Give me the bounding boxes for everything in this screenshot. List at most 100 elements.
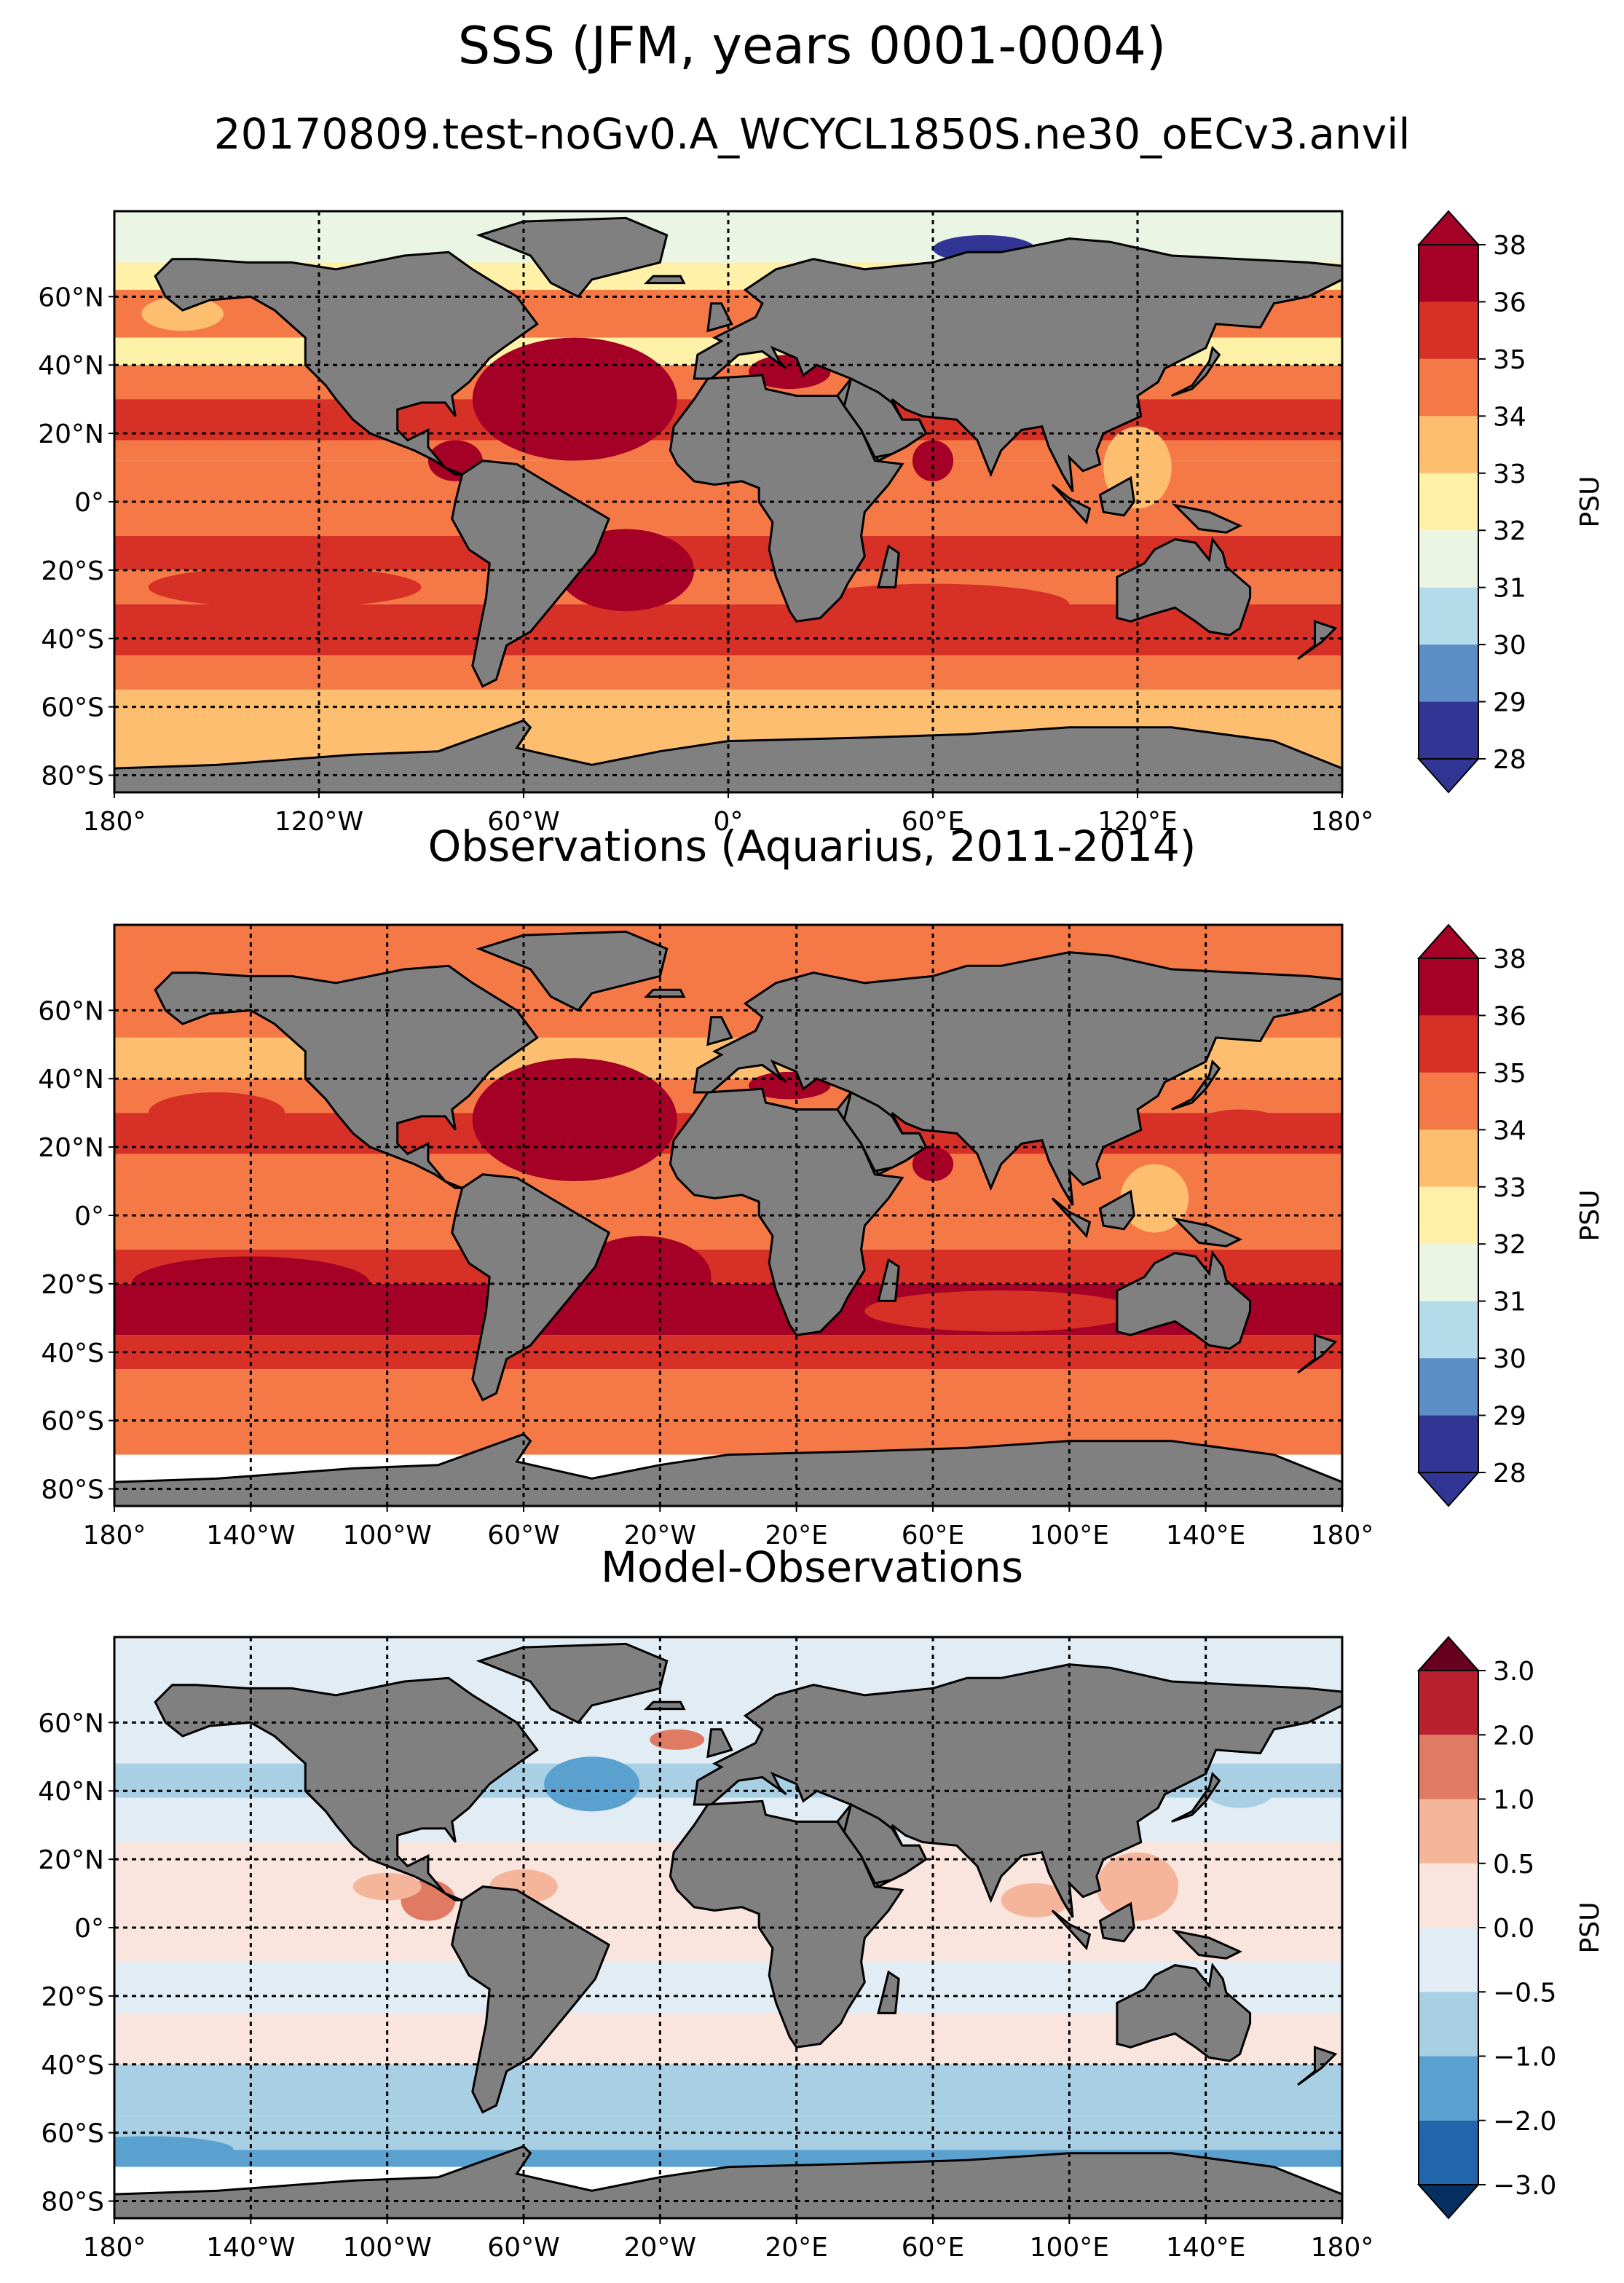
land-mass	[1098, 1189, 1135, 1231]
colorbar-segment	[1419, 958, 1478, 1016]
colorbar-segment	[1419, 1928, 1478, 1992]
lat-tick-label: 40°S	[41, 625, 104, 655]
salinity-region	[762, 2064, 1172, 2099]
lon-tick-label: 180°	[1311, 807, 1374, 837]
land-mass	[1171, 345, 1221, 397]
colorbar-segment	[1419, 301, 1478, 359]
land-mass	[1171, 503, 1243, 534]
colorbar-extend-high	[1416, 1636, 1481, 1671]
lon-tick-label: 100°E	[1030, 2233, 1109, 2263]
lon-tick-label: 180°	[83, 807, 146, 837]
salinity-region	[1001, 1882, 1070, 1917]
land-mass	[706, 1728, 733, 1759]
lon-tick-label: 0°	[714, 807, 744, 837]
lat-tick-label: 60°N	[38, 996, 104, 1026]
lon-tick-label: 180°	[83, 2233, 146, 2263]
colorbar-tick-label: 1.0	[1493, 1786, 1534, 1815]
colorbar-tick-label: 2.0	[1493, 1721, 1534, 1751]
lat-tick-label: 60°S	[41, 693, 104, 723]
lon-tick-label: 20°W	[624, 2233, 696, 2263]
colorbar-tick-label: 29	[1493, 688, 1526, 718]
colorbar-tick-label: 30	[1493, 631, 1526, 661]
colorbar-axis-label: PSU	[1575, 476, 1605, 528]
lat-tick-label: 40°S	[41, 2051, 104, 2081]
lon-tick-label: 120°W	[275, 807, 363, 837]
lat-tick-label: 80°S	[41, 762, 104, 792]
lon-tick-label: 140°W	[206, 1521, 295, 1550]
land-mass	[1116, 1962, 1252, 2062]
land-mass	[476, 930, 669, 1012]
lat-tick-label: 0°	[74, 488, 104, 518]
colorbar-tick-label: 35	[1493, 345, 1526, 375]
colorbar-segment	[1419, 1415, 1478, 1472]
lat-tick-label: 40°N	[38, 1065, 104, 1095]
colorbar-tick-label: 0.0	[1493, 1914, 1534, 1944]
land-mass	[843, 1802, 928, 1885]
colorbar-segment	[1419, 1358, 1478, 1416]
colorbar-segment	[1419, 1735, 1478, 1799]
colorbar-tick-label: 3.0	[1493, 1657, 1534, 1687]
land-mass	[643, 988, 686, 998]
colorbar-tick-label: 30	[1493, 1344, 1526, 1374]
lat-tick-label: 60°S	[41, 1407, 104, 1437]
salinity-region	[114, 2136, 234, 2164]
lon-tick-label: 180°	[1311, 1521, 1374, 1550]
land-mass	[1297, 1333, 1338, 1374]
colorbar-axis-label: PSU	[1575, 1190, 1605, 1242]
lon-tick-label: 140°W	[206, 2233, 295, 2263]
land-mass	[1116, 536, 1252, 636]
land-mass	[476, 216, 669, 299]
land-mass	[669, 374, 904, 623]
salinity-region	[141, 296, 224, 331]
colorbar-segment	[1419, 1186, 1478, 1245]
salinity-region	[650, 1729, 705, 1750]
lon-tick-label: 20°E	[765, 2233, 828, 2263]
colorbar-segment	[1419, 1015, 1478, 1073]
colorbar-tick-label: 38	[1493, 945, 1526, 974]
lon-tick-label: 100°W	[343, 1521, 432, 1550]
land-mass	[1171, 1059, 1221, 1111]
colorbar-segment	[1419, 644, 1478, 702]
salinity-region	[148, 567, 422, 608]
colorbar-extend-low	[1416, 2184, 1481, 2220]
lon-tick-label: 60°E	[902, 1521, 965, 1550]
colorbar-tick-label: −2.0	[1493, 2107, 1556, 2137]
colorbar-segment	[1419, 416, 1478, 473]
colorbar-segment	[1419, 1129, 1478, 1187]
colorbar-tick-label: 35	[1493, 1059, 1526, 1089]
land-mass	[706, 302, 733, 333]
lon-tick-label: 60°W	[487, 1521, 559, 1550]
land-mass	[1051, 1197, 1092, 1239]
lon-tick-label: 60°E	[902, 2233, 965, 2263]
colorbar-tick-label: 28	[1493, 745, 1526, 775]
lat-tick-label: 20°N	[38, 1845, 104, 1875]
land-mass	[154, 1676, 539, 1901]
lon-tick-label: 20°E	[765, 1521, 828, 1550]
colorbar-segment	[1419, 1072, 1478, 1130]
salinity-region	[912, 440, 954, 481]
land-mass	[843, 376, 928, 459]
lat-tick-label: 20°N	[38, 1133, 104, 1163]
land-mass	[154, 964, 539, 1189]
land-mass	[451, 460, 610, 688]
colorbar-segment	[1419, 358, 1478, 417]
colorbar-frame	[1418, 958, 1479, 1473]
colorbar-frame	[1418, 244, 1479, 760]
colorbar-segment	[1419, 1301, 1478, 1359]
colorbar-segment	[1419, 2056, 1478, 2121]
colorbar-tick-label: −0.5	[1493, 1978, 1556, 2008]
colorbar-tick-label: 33	[1493, 460, 1526, 489]
colorbar-tick-label: 33	[1493, 1173, 1526, 1203]
lon-tick-label: 180°	[1311, 2233, 1374, 2263]
land-mass	[843, 1090, 928, 1172]
colorbar-observations: 28 29 30 31 32 33 34 35 36 38 PSU	[1416, 923, 1605, 1507]
lon-tick-label: 180°	[83, 1521, 146, 1550]
colorbar-segment	[1419, 530, 1478, 588]
salinity-region	[544, 1756, 640, 1812]
colorbar-segment	[1419, 1671, 1478, 1735]
salinity-region	[1189, 1109, 1291, 1151]
land-mass	[877, 1970, 900, 2014]
lat-tick-label: 60°N	[38, 283, 104, 312]
